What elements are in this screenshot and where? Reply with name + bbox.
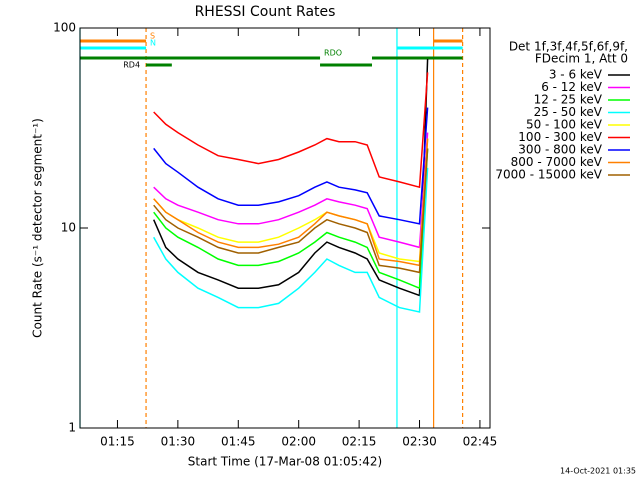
plot-area (79, 28, 464, 428)
x-axis-label: Start Time (17-Mar-08 01:05:42) (188, 455, 382, 469)
flag-label: RD4 (123, 61, 140, 70)
x-tick-label: 02:15 (342, 435, 377, 449)
legend-label: 25 - 50 keV (534, 105, 603, 119)
flag-label: RDO (324, 49, 342, 58)
legend-label: 7000 - 15000 keV (495, 168, 602, 182)
x-tick-label: 01:15 (100, 435, 135, 449)
series-line (153, 132, 429, 249)
y-tick-label: 1 (68, 421, 76, 435)
chart-title: RHESSI Count Rates (195, 4, 336, 20)
y-axis-label: Count Rate (s⁻¹ detector segment⁻¹) (31, 118, 45, 338)
series-line (153, 58, 429, 297)
y-tick-label: 100 (53, 21, 76, 35)
timestamp: 14-Oct-2021 01:35 (560, 467, 636, 476)
legend-label: 50 - 100 keV (526, 118, 603, 132)
x-tick-label: 01:45 (221, 435, 256, 449)
legend-label: 6 - 12 keV (541, 80, 603, 94)
series-line (153, 138, 429, 267)
y-tick-label: 10 (61, 221, 76, 235)
legend-label: 3 - 6 keV (549, 68, 603, 82)
legend-header: Det 1f,3f,4f,5f,6f,9f, (509, 40, 628, 54)
series-line (153, 167, 429, 313)
series-line (153, 148, 429, 274)
x-tick-label: 02:00 (281, 435, 316, 449)
x-tick-label: 01:30 (161, 435, 196, 449)
legend-header: FDecim 1, Att 0 (535, 52, 628, 66)
legend-label: 300 - 800 keV (518, 143, 602, 157)
series-line (153, 148, 429, 290)
x-tick-label: 02:30 (402, 435, 437, 449)
flag-label: S (150, 32, 155, 41)
series-line (153, 138, 429, 263)
legend-label: 800 - 7000 keV (511, 155, 603, 169)
legend-label: 12 - 25 keV (534, 93, 603, 107)
flag-label: N (150, 39, 156, 48)
legend-label: 100 - 300 keV (518, 130, 602, 144)
series-line (153, 72, 429, 189)
series-line (153, 107, 429, 225)
x-tick-label: 02:45 (463, 435, 498, 449)
